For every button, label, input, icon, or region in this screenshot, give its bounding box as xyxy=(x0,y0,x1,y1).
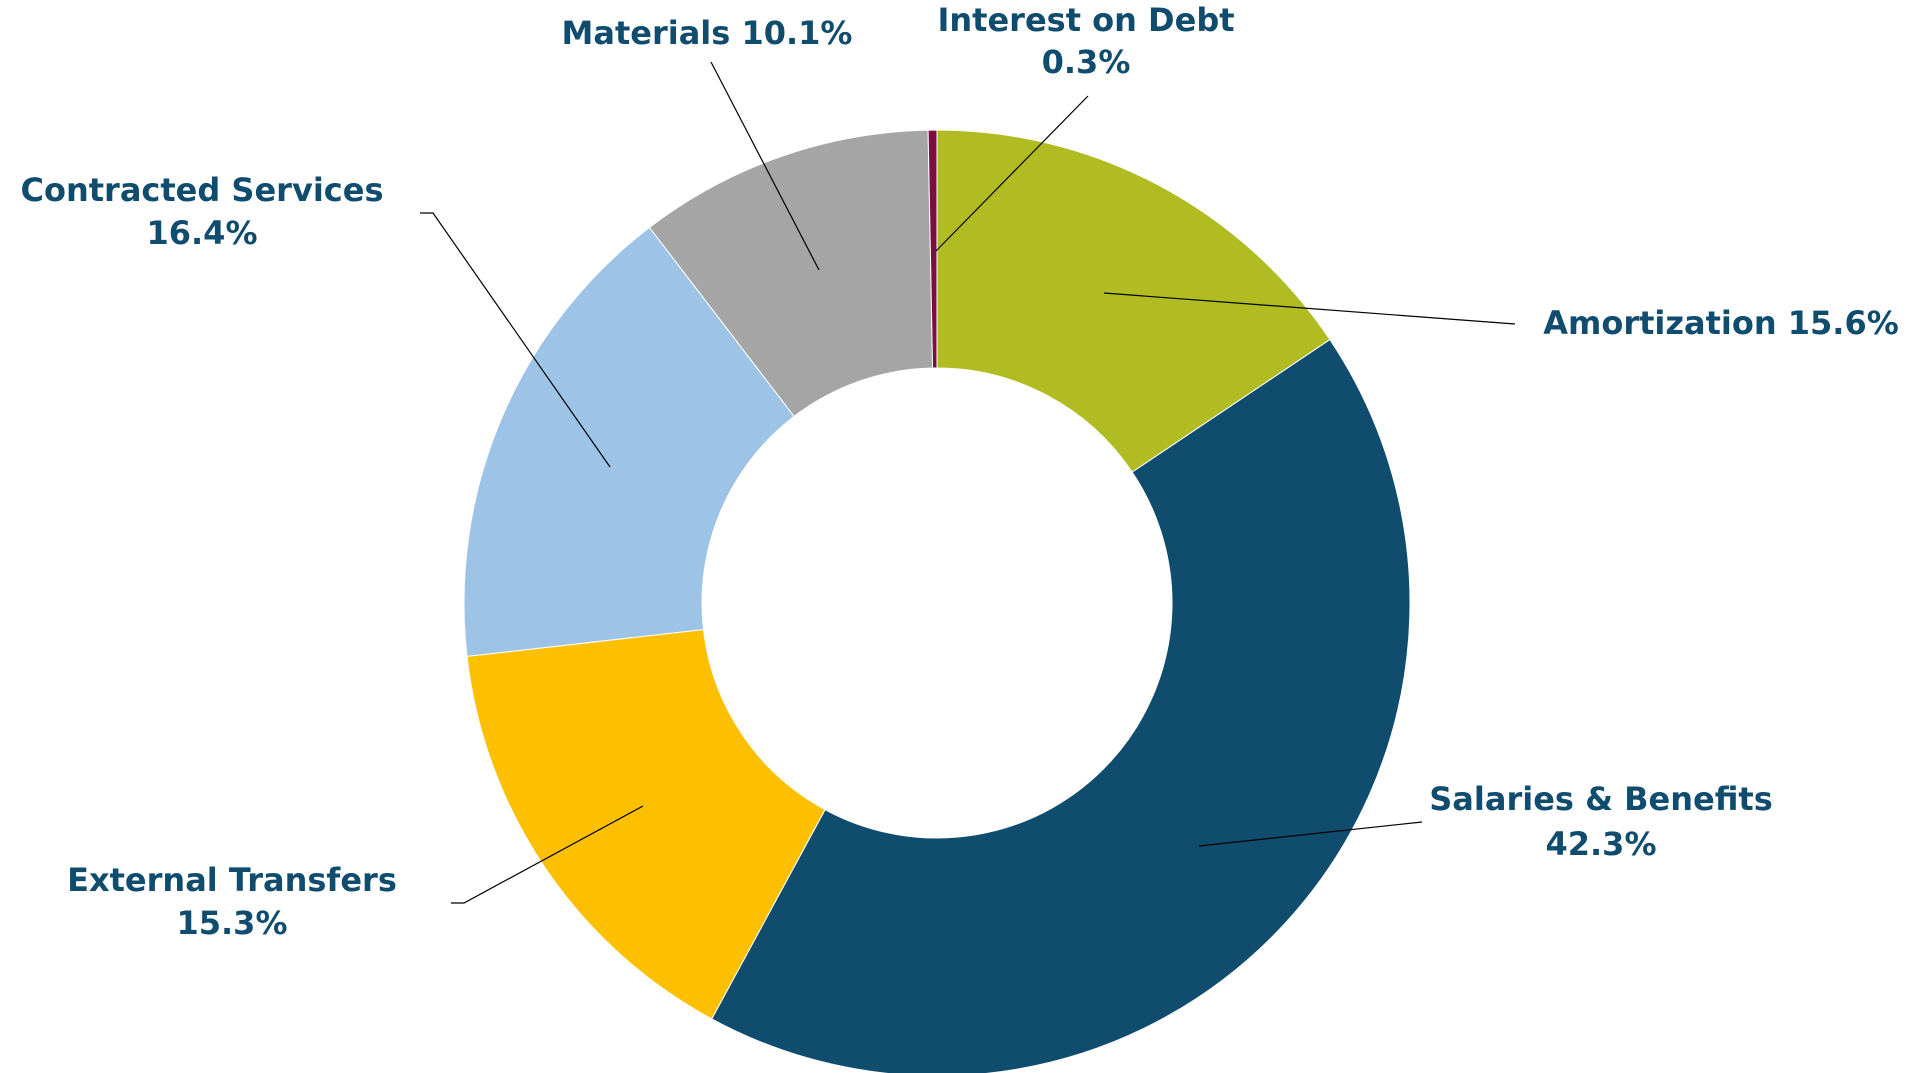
donut-slice xyxy=(711,338,1411,1073)
value-label: 16.4% xyxy=(146,214,257,252)
category-name: Materials xyxy=(562,14,731,52)
donut-slice xyxy=(936,129,1331,473)
value-label: 15.6% xyxy=(1788,304,1899,342)
category-name: Amortization xyxy=(1543,304,1776,342)
donut-slice xyxy=(927,129,938,369)
category-name: External Transfers xyxy=(67,861,397,899)
value-label: 10.1% xyxy=(741,14,852,52)
donut-slice xyxy=(466,628,826,1020)
category-name: Interest on Debt xyxy=(937,1,1234,39)
leader-line xyxy=(1198,821,1423,847)
leader-line xyxy=(710,61,820,271)
donut-slice xyxy=(648,129,934,418)
leader-line xyxy=(1103,292,1516,325)
leader-line xyxy=(451,805,644,904)
value-label: 0.3% xyxy=(1042,43,1131,81)
value-label: 15.3% xyxy=(176,904,287,942)
leader-line xyxy=(935,95,1089,252)
donut-slice xyxy=(463,226,795,657)
leader-line xyxy=(420,212,611,468)
value-label: 42.3% xyxy=(1545,825,1656,863)
category-name: Salaries & Benefits xyxy=(1429,780,1773,818)
category-name: Contracted Services xyxy=(20,171,383,209)
data-label: Amortization 15.6% xyxy=(1543,304,1899,342)
data-label: Materials 10.1% xyxy=(562,14,853,52)
